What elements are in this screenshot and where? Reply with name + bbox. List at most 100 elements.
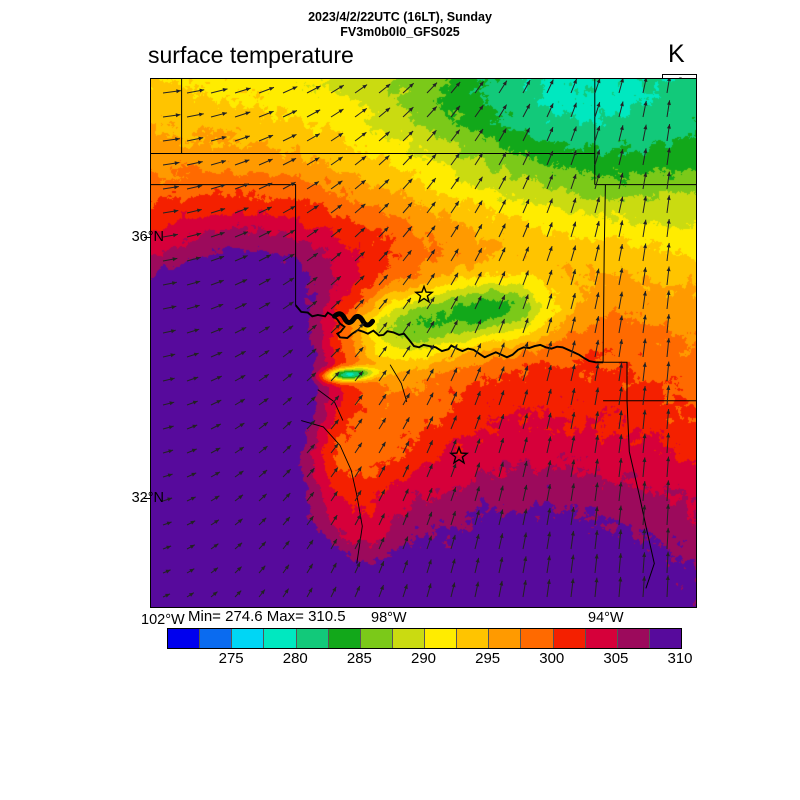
wind-vector-arrow-icon (642, 409, 647, 430)
wind-vector-arrow-icon (594, 482, 599, 502)
wind-vector-arrow-icon (234, 111, 251, 118)
wind-vector-arrow-icon (330, 108, 344, 118)
wind-vector-arrow-icon (210, 567, 219, 574)
wind-vector-arrow-icon (378, 274, 389, 286)
wind-vector-arrow-icon (474, 152, 484, 166)
colorbar-segment (585, 629, 618, 648)
wind-vector-arrow-icon (378, 107, 391, 118)
wind-vector-arrow-icon (666, 314, 671, 334)
wind-vector-arrow-icon (306, 372, 317, 382)
wind-vector-arrow-icon (234, 207, 249, 214)
wind-vector-arrow-icon (162, 113, 181, 118)
wind-vector-arrow-icon (162, 545, 172, 550)
wind-vector-arrow-icon (426, 511, 433, 526)
wind-vector-arrow-icon (642, 314, 647, 334)
wind-vector-arrow-icon (450, 320, 459, 334)
wind-vector-arrow-icon (426, 177, 437, 190)
wind-vector-arrow-icon (498, 175, 507, 190)
lon-label-94w: 94°W (588, 610, 624, 626)
wind-vector-arrow-icon (642, 552, 647, 574)
wind-vector-arrow-icon (522, 389, 529, 406)
wind-vector-arrow-icon (642, 195, 648, 214)
wind-vector-arrow-icon (450, 272, 459, 286)
wind-vector-arrow-icon (522, 532, 528, 550)
wind-vector-arrow-icon (354, 442, 363, 454)
wind-vector-arrow-icon (474, 295, 482, 310)
colorbar-tick-label: 305 (603, 650, 629, 667)
wind-vector-arrow-icon (402, 297, 412, 310)
colorbar-segment (264, 629, 297, 648)
wind-vector-arrow-icon (618, 315, 624, 334)
wind-vector-arrow-icon (474, 414, 481, 430)
wind-vector-arrow-icon (402, 536, 409, 550)
wind-vector-arrow-icon (234, 566, 242, 574)
wind-vector-arrow-icon (665, 575, 670, 598)
wind-vector-arrow-icon (450, 487, 457, 502)
wind-vector-arrow-icon (210, 375, 223, 382)
wind-vector-arrow-icon (618, 172, 624, 190)
wind-vector-arrow-icon (258, 421, 269, 430)
wind-vector-arrow-icon (498, 533, 504, 550)
wind-vector-arrow-icon (402, 273, 412, 286)
wind-vector-arrow-icon (306, 300, 318, 310)
wind-vector-arrow-icon (186, 376, 199, 382)
wind-vector-arrow-icon (522, 341, 529, 358)
colorbar-segment (392, 629, 425, 648)
wind-vector-arrow-icon (306, 491, 315, 502)
map-panel[interactable] (150, 78, 697, 608)
wind-vector-arrow-icon (402, 82, 415, 94)
wind-vector-arrow-icon (642, 172, 648, 190)
wind-vector-arrow-icon (162, 209, 179, 214)
wind-vector-arrow-icon (642, 576, 647, 598)
wind-vector-arrow-icon (642, 481, 647, 502)
wind-vector-arrow-icon (450, 558, 456, 574)
wind-vector-arrow-icon (594, 458, 599, 478)
wind-vector-arrow-icon (666, 100, 671, 118)
wind-vector-arrow-icon (474, 367, 482, 382)
wind-vector-arrow-icon (282, 205, 296, 214)
colorbar-segment (489, 629, 522, 648)
wind-vector-arrow-icon (378, 370, 387, 382)
wind-vector-arrow-icon (618, 576, 623, 598)
minmax-stats: Min= 274.6 Max= 310.5 (188, 608, 346, 625)
star-marker-south-icon[interactable] (448, 445, 470, 465)
colorbar[interactable] (167, 628, 682, 649)
wind-vector-arrow-icon (330, 299, 341, 310)
wind-vector-arrow-icon (474, 319, 482, 334)
wind-vector-arrow-icon (522, 175, 530, 190)
wind-vector-arrow-icon (162, 329, 176, 334)
wind-vector-arrow-icon (474, 81, 484, 94)
wind-vector-arrow-icon (618, 101, 624, 118)
wind-vector-arrow-icon (258, 110, 274, 118)
colorbar-tick-label: 275 (218, 650, 244, 667)
wind-vector-arrow-icon (426, 249, 436, 262)
wind-vector-arrow-icon (234, 326, 247, 334)
wind-vector-arrow-icon (594, 197, 600, 214)
wind-vector-arrow-icon (546, 412, 552, 430)
wind-vector-arrow-icon (450, 391, 458, 406)
wind-vector-arrow-icon (522, 556, 528, 574)
wind-vector-arrow-icon (162, 473, 173, 478)
wind-vector-arrow-icon (426, 559, 432, 574)
wind-vector-arrow-icon (546, 364, 552, 382)
wind-vector-arrow-icon (498, 414, 505, 430)
wind-vector-arrow-icon (402, 560, 408, 574)
star-marker-north-icon[interactable] (413, 284, 435, 304)
wind-vector-arrow-icon (306, 515, 314, 526)
wind-vector-arrow-icon (210, 279, 224, 286)
wind-vector-arrow-icon (474, 176, 483, 190)
wind-vector-arrow-icon (258, 278, 271, 286)
wind-vector-arrow-icon (450, 129, 461, 142)
wind-vector-arrow-icon (618, 386, 623, 406)
wind-vector-arrow-icon (234, 518, 243, 526)
wind-vector-arrow-icon (354, 107, 368, 118)
wind-vector-arrow-icon (234, 231, 249, 238)
lat-label-36n: 36°N (131, 229, 164, 245)
wind-vector-arrow-icon (498, 294, 506, 310)
wind-vector-arrow-icon (642, 148, 648, 166)
wind-vector-arrow-icon (426, 273, 436, 286)
wind-vector-arrow-icon (162, 449, 174, 454)
wind-vector-arrow-icon (330, 156, 343, 166)
wind-vector-arrow-icon (498, 461, 504, 478)
wind-vector-arrow-icon (258, 517, 267, 526)
